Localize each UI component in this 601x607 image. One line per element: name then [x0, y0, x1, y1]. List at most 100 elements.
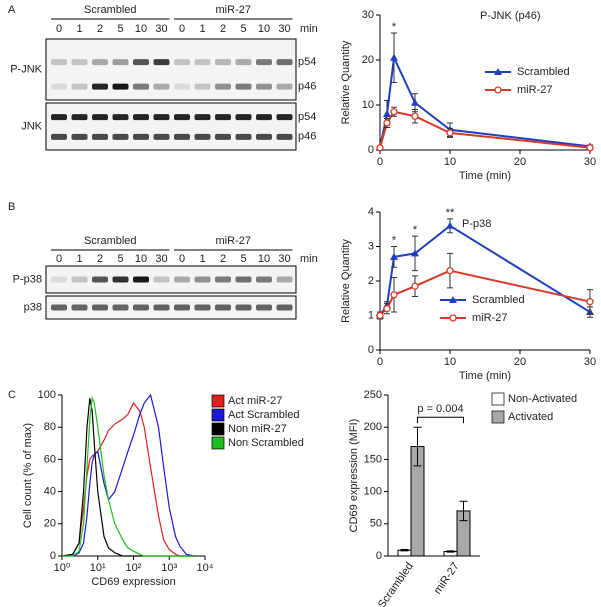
y-tick-label: 4	[368, 206, 374, 218]
error-bar	[459, 500, 468, 522]
band-label: p46	[298, 80, 316, 92]
band	[51, 59, 67, 66]
band	[256, 133, 272, 140]
marker	[446, 266, 454, 275]
band	[51, 83, 67, 90]
band	[71, 133, 88, 140]
band	[112, 276, 129, 283]
x-tick-label: Scrambled	[376, 561, 416, 607]
blot-image	[45, 265, 297, 294]
y-tick-label: 80	[44, 421, 56, 433]
band-label: p46	[298, 131, 316, 143]
annotation: *	[413, 224, 418, 236]
lane-label: 0	[179, 23, 185, 35]
lane-label: 10	[135, 23, 147, 35]
band	[51, 114, 67, 121]
annotation: *	[392, 234, 397, 246]
band	[174, 304, 190, 311]
panel-label: C	[8, 389, 16, 401]
y-tick-label: 100	[38, 389, 56, 401]
error-bar	[446, 550, 455, 553]
lane-label: 5	[117, 23, 123, 35]
x-tick-label: 10⁰	[54, 562, 71, 574]
lane-label: 0	[179, 253, 185, 265]
band	[112, 59, 129, 66]
legend-label: miR-27	[472, 312, 507, 324]
x-tick-label: 10⁴	[197, 562, 214, 574]
legend-swatch	[491, 392, 505, 406]
x-tick-label: 20	[514, 156, 526, 168]
band	[133, 276, 149, 283]
error-bar	[400, 549, 409, 552]
band	[153, 59, 170, 66]
y-tick-label: 20	[362, 54, 374, 66]
legend-swatch	[211, 422, 225, 436]
marker	[390, 252, 398, 260]
band	[256, 114, 272, 121]
marker	[390, 291, 398, 299]
y-axis-label: Relative Quantity	[340, 239, 352, 323]
panel-label: B	[8, 201, 15, 213]
marker	[446, 221, 454, 229]
band	[174, 114, 190, 121]
y-axis-label: Relative Quantity	[340, 40, 352, 124]
lane-label: 10	[135, 253, 147, 265]
x-tick-label: 10³	[161, 562, 177, 574]
marker	[411, 249, 419, 257]
y-tick-label: 1	[368, 309, 374, 321]
band	[133, 83, 149, 90]
x-tick-label: 10²	[126, 562, 142, 574]
row-label: JNK	[21, 120, 42, 132]
unit-label: min	[300, 23, 318, 35]
legend-label: Act Scrambled	[228, 409, 300, 421]
band	[92, 59, 108, 66]
band	[133, 133, 149, 140]
series-line	[62, 393, 195, 557]
chart-title: P-p38	[462, 218, 491, 230]
y-tick-label: 20	[44, 518, 56, 530]
band	[133, 114, 149, 121]
lane-label: 2	[97, 253, 103, 265]
blot-group: Scrambled	[84, 235, 137, 247]
lane-label: 1	[199, 253, 205, 265]
lane-label: 30	[155, 253, 167, 265]
series-line	[62, 395, 195, 557]
band-label: p54	[298, 56, 316, 68]
blot-group: miR-27	[216, 235, 251, 247]
blot-image	[45, 102, 297, 151]
band	[112, 304, 129, 311]
annotation: p = 0.004	[417, 403, 463, 415]
band	[71, 114, 88, 121]
x-tick-label: 30	[584, 356, 596, 368]
band	[215, 59, 231, 66]
band	[235, 59, 252, 66]
marker	[411, 112, 419, 120]
marker	[383, 304, 391, 313]
band	[174, 133, 190, 140]
band	[276, 114, 293, 121]
legend-swatch	[211, 394, 225, 408]
band	[92, 276, 108, 283]
legend-label: Act miR-27	[228, 395, 282, 407]
lane-label: 1	[76, 23, 82, 35]
y-tick-label: 30	[362, 9, 374, 21]
band	[153, 114, 170, 121]
lane-label: 0	[56, 253, 62, 265]
band	[235, 276, 252, 283]
x-tick-label: 30	[584, 156, 596, 168]
lane-label: 1	[76, 253, 82, 265]
band	[194, 304, 211, 311]
marker	[494, 68, 502, 75]
x-axis-label: CD69 expression	[91, 576, 175, 588]
band	[276, 83, 293, 90]
lane-label: 2	[220, 253, 226, 265]
band	[235, 114, 252, 121]
legend-label: Non Scrambled	[228, 437, 304, 449]
band	[71, 304, 88, 311]
band	[92, 133, 108, 140]
band	[215, 83, 231, 90]
band	[153, 304, 170, 311]
y-tick-label: 40	[44, 486, 56, 498]
band	[174, 59, 190, 66]
